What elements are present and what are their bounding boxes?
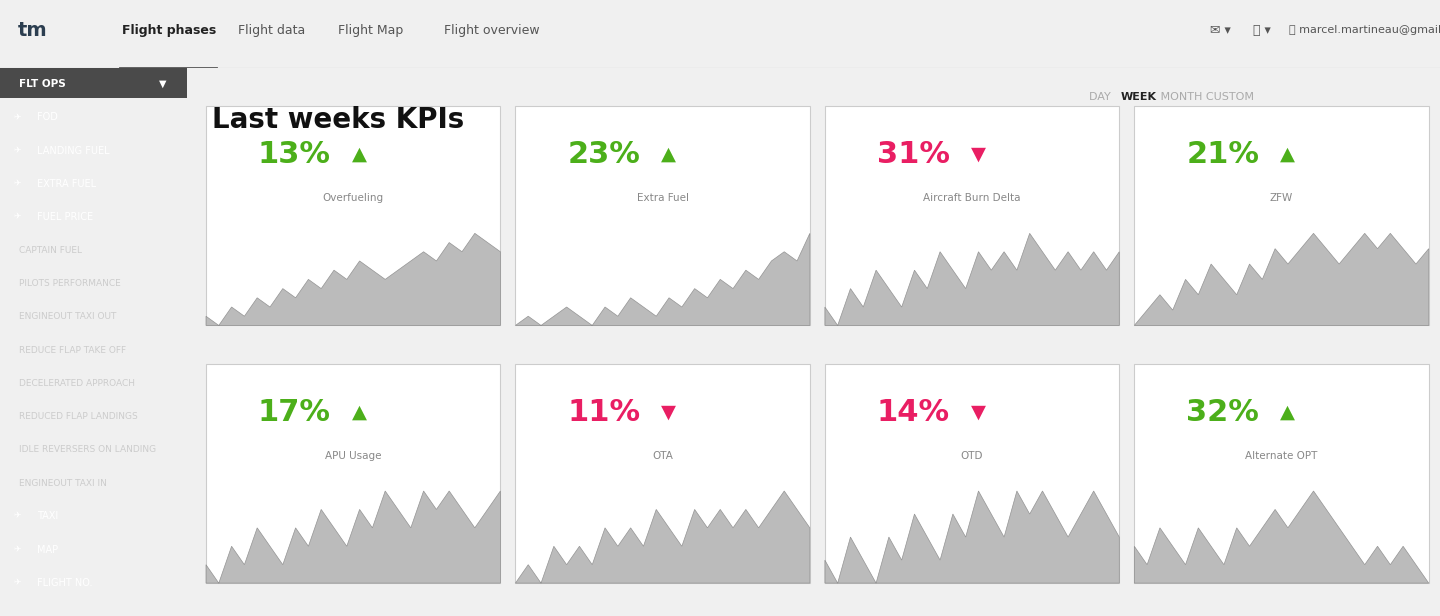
FancyBboxPatch shape [206,364,501,583]
Text: TAXI: TAXI [37,511,59,521]
FancyBboxPatch shape [825,364,1119,583]
Text: MONTH CUSTOM: MONTH CUSTOM [1156,92,1254,102]
Text: ▼: ▼ [661,402,675,421]
Text: ▼: ▼ [971,402,985,421]
Text: MAP: MAP [37,545,59,554]
Text: ▲: ▲ [351,402,367,421]
Text: ✈: ✈ [13,578,20,587]
Text: ENGINEOUT TAXI OUT: ENGINEOUT TAXI OUT [19,312,117,322]
Text: Aircraft Burn Delta: Aircraft Burn Delta [923,193,1021,203]
Text: 🔔 ▾: 🔔 ▾ [1253,24,1270,37]
FancyBboxPatch shape [825,106,1119,325]
Text: PILOTS PERFORMANCE: PILOTS PERFORMANCE [19,279,121,288]
FancyBboxPatch shape [0,68,187,98]
Text: Flight phases: Flight phases [122,24,216,37]
Text: ✈: ✈ [13,512,20,521]
Text: WEEK: WEEK [1120,92,1156,102]
FancyBboxPatch shape [1135,106,1428,325]
Text: Flight data: Flight data [238,24,305,37]
Text: LANDING FUEL: LANDING FUEL [37,145,109,156]
Text: ✈: ✈ [13,113,20,122]
Polygon shape [825,491,1119,583]
Text: Flight overview: Flight overview [444,24,539,37]
Polygon shape [825,233,1119,325]
Text: Flight Map: Flight Map [338,24,403,37]
Text: ✈: ✈ [13,146,20,155]
Polygon shape [206,491,501,583]
Text: ▲: ▲ [1280,145,1295,164]
Text: REDUCED FLAP LANDINGS: REDUCED FLAP LANDINGS [19,412,137,421]
Text: ▲: ▲ [661,145,675,164]
Text: ✈: ✈ [13,213,20,222]
Text: 14%: 14% [877,397,950,426]
Text: ZFW: ZFW [1270,193,1293,203]
Polygon shape [1135,491,1428,583]
Text: Extra Fuel: Extra Fuel [636,193,688,203]
Text: 17%: 17% [258,397,331,426]
Text: ▲: ▲ [351,145,367,164]
Polygon shape [516,233,809,325]
Polygon shape [1135,233,1428,325]
FancyBboxPatch shape [516,364,809,583]
Text: ▼: ▼ [158,79,167,89]
Text: ✉ ▾: ✉ ▾ [1210,24,1230,37]
Text: ▼: ▼ [971,145,985,164]
Text: FLT OPS: FLT OPS [19,79,65,89]
Text: Alternate OPT: Alternate OPT [1246,451,1318,461]
Text: EXTRA FUEL: EXTRA FUEL [37,179,96,189]
Text: DECELERATED APPROACH: DECELERATED APPROACH [19,379,135,388]
Text: 31%: 31% [877,140,950,169]
Text: REDUCE FLAP TAKE OFF: REDUCE FLAP TAKE OFF [19,346,125,355]
Text: Last weeks KPIs: Last weeks KPIs [212,106,465,134]
Text: Overfueling: Overfueling [323,193,383,203]
Text: CAPTAIN FUEL: CAPTAIN FUEL [19,246,82,255]
FancyBboxPatch shape [516,106,809,325]
Text: FUEL PRICE: FUEL PRICE [37,212,94,222]
Text: ✈: ✈ [13,179,20,188]
Text: tm: tm [17,21,48,40]
Text: OTA: OTA [652,451,672,461]
Text: APU Usage: APU Usage [325,451,382,461]
Text: FOD: FOD [37,113,58,123]
Text: FLIGHT NO.: FLIGHT NO. [37,578,94,588]
Text: OTD: OTD [960,451,984,461]
FancyBboxPatch shape [1135,364,1428,583]
Text: ✈: ✈ [13,545,20,554]
Text: 32%: 32% [1187,397,1259,426]
Text: 11%: 11% [567,397,641,426]
Polygon shape [516,491,809,583]
Text: ENGINEOUT TAXI IN: ENGINEOUT TAXI IN [19,479,107,487]
Text: 23%: 23% [567,140,641,169]
Text: 👤 marcel.martineau@gmail.com ▾: 👤 marcel.martineau@gmail.com ▾ [1289,25,1440,36]
Text: DAY: DAY [1089,92,1115,102]
Text: 21%: 21% [1187,140,1259,169]
Text: 13%: 13% [258,140,331,169]
Polygon shape [206,233,501,325]
Text: ▲: ▲ [1280,402,1295,421]
FancyBboxPatch shape [206,106,501,325]
Text: IDLE REVERSERS ON LANDING: IDLE REVERSERS ON LANDING [19,445,156,455]
